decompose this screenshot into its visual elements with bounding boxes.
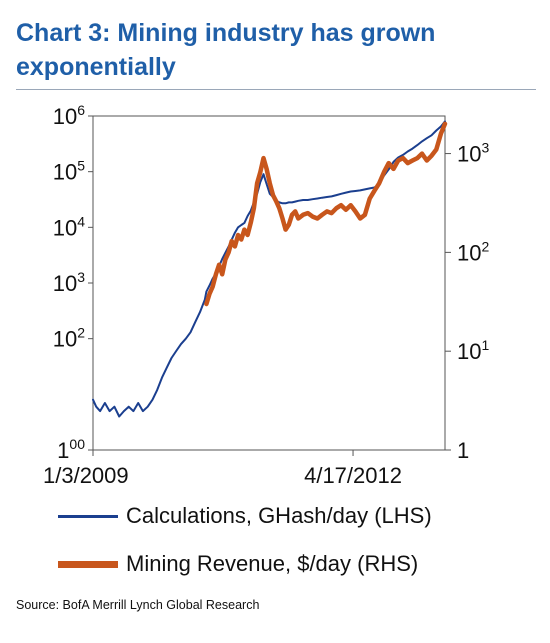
left-tick-label: 105 xyxy=(53,158,85,185)
left-tick-label-exponent: 2 xyxy=(77,325,85,341)
legend-swatch-revenue xyxy=(58,560,118,568)
legend-label-calculations: Calculations, GHash/day (LHS) xyxy=(126,503,432,528)
left-tick-label: 104 xyxy=(53,213,85,240)
right-tick-label-base: 1 xyxy=(457,438,469,463)
left-tick-label: 103 xyxy=(53,269,85,296)
series-layer xyxy=(92,120,448,418)
source-note: Source: BofA Merrill Lynch Global Resear… xyxy=(16,598,260,612)
x-tick-label: 1/3/2009 xyxy=(43,463,129,488)
left-tick-label-exponent: 3 xyxy=(77,269,85,285)
series-line-revenue xyxy=(204,121,448,307)
right-tick-label-exponent: 3 xyxy=(481,140,489,156)
left-tick-label-base: 10 xyxy=(53,160,77,185)
left-tick-label-base: 10 xyxy=(53,104,77,129)
left-tick-label-exponent: 00 xyxy=(69,436,85,452)
right-tick-label: 102 xyxy=(457,238,489,265)
right-tick-label-base: 10 xyxy=(457,142,481,167)
x-axis: 1/3/2009 4/17/2012 xyxy=(43,450,402,488)
chart-title: Chart 3: Mining industry has grown expon… xyxy=(16,19,436,81)
legend-label-revenue: Mining Revenue, $/day (RHS) xyxy=(126,551,419,576)
left-tick-label-exponent: 4 xyxy=(77,213,85,229)
right-tick-label: 1 xyxy=(457,438,469,463)
left-tick-label-base: 10 xyxy=(53,215,77,240)
legend-item-calculations: Calculations, GHash/day (LHS) xyxy=(58,498,538,534)
left-tick-label-exponent: 5 xyxy=(77,158,85,174)
legend-swatch-calculations xyxy=(58,514,118,518)
right-tick-label: 103 xyxy=(457,140,489,167)
right-tick-label-base: 10 xyxy=(457,240,481,265)
right-tick-label-exponent: 1 xyxy=(481,337,489,353)
legend-item-revenue: Mining Revenue, $/day (RHS) xyxy=(58,546,538,582)
x-tick-label: 4/17/2012 xyxy=(304,463,402,488)
right-tick-label: 101 xyxy=(457,337,489,364)
left-tick-label: 102 xyxy=(53,325,85,352)
left-tick-label-base: 10 xyxy=(53,327,77,352)
left-tick-label: 106 xyxy=(53,102,85,129)
left-tick-label: 100 xyxy=(57,436,85,463)
right-tick-label-base: 10 xyxy=(457,339,481,364)
right-tick-label-exponent: 2 xyxy=(481,238,489,254)
left-tick-label-base: 1 xyxy=(57,438,69,463)
left-tick-label-base: 10 xyxy=(53,271,77,296)
left-tick-label-exponent: 6 xyxy=(77,102,85,118)
title-divider xyxy=(16,89,536,90)
